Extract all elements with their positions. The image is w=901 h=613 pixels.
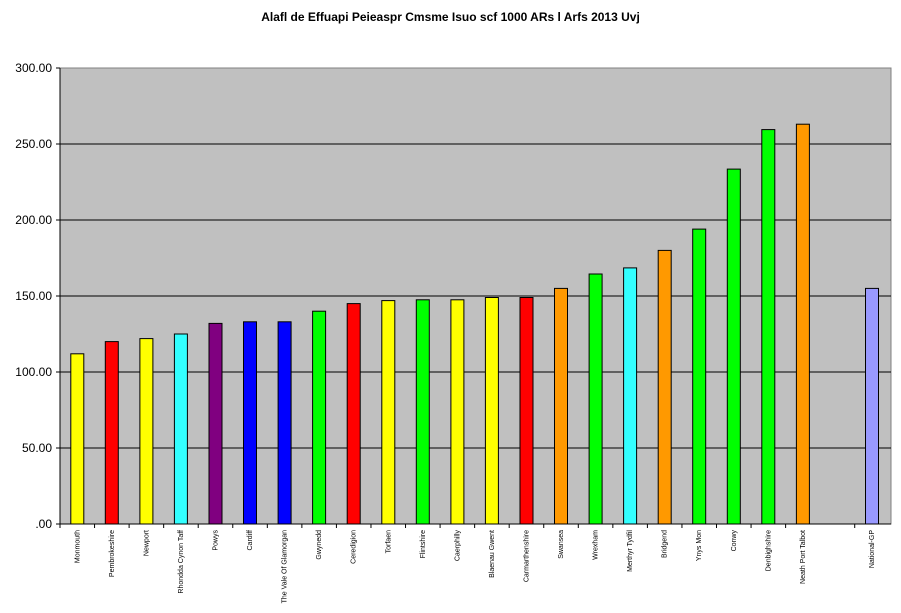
x-tick-label: Neath Port Talbot [800, 530, 807, 584]
bar [104, 341, 119, 525]
bar [346, 303, 361, 525]
bar [726, 168, 741, 525]
bar [173, 333, 188, 525]
y-tick-label: 200.00 [15, 213, 52, 227]
x-tick-label: Ynys Mon [696, 530, 703, 561]
x-tick-label: Conwy [731, 530, 738, 552]
y-tick-label: 50.00 [22, 441, 52, 455]
bar [692, 228, 707, 525]
x-tick-label: Swansea [558, 530, 565, 559]
x-tick-label: Wrexham [593, 530, 600, 560]
bar [277, 321, 292, 525]
x-tick-label: Cardiff [247, 530, 254, 551]
x-tick-label: Carmarthenshire [524, 530, 531, 582]
bar [657, 249, 672, 525]
x-tick-label: Ceredigion [351, 530, 358, 564]
y-tick-label: 300.00 [15, 61, 52, 75]
x-tick-label: Newport [143, 530, 150, 556]
x-tick-label: Flintshire [420, 530, 427, 559]
x-tick-label: Powys [213, 530, 220, 551]
x-tick-label: Monmouth [74, 530, 81, 563]
x-tick-label: Gwynedd [316, 530, 323, 560]
bar [381, 300, 396, 525]
x-tick-label: Rhondda Cynon Taff [178, 530, 185, 594]
bar [415, 299, 430, 525]
bar [588, 273, 603, 525]
bar [865, 287, 879, 525]
x-tick-label: National-GP [869, 530, 876, 568]
y-tick-label: 100.00 [15, 365, 52, 379]
bar [623, 267, 638, 525]
y-tick-label: 250.00 [15, 137, 52, 151]
x-tick-label: Merthyr Tydfil [627, 530, 634, 572]
x-tick-label: Denbighshire [765, 530, 772, 571]
bar [519, 297, 534, 525]
x-tick-label: Bridgend [662, 530, 669, 558]
x-tick-label: Pembrokeshire [109, 530, 116, 577]
bar [139, 338, 154, 525]
chart-title: Alafl de Effuapi Peieaspr Cmsme Isuo scf… [261, 10, 640, 24]
x-tick-label: The Vale Of Glamorgan [282, 530, 289, 604]
bar [312, 310, 327, 525]
y-tick-label: .00 [35, 517, 52, 531]
bar [208, 322, 223, 525]
y-tick-label: 150.00 [15, 289, 52, 303]
bar [450, 299, 465, 525]
bar [70, 353, 85, 525]
x-tick-label: Caerphilly [454, 530, 461, 562]
bar [554, 287, 568, 525]
bar [484, 297, 499, 525]
x-tick-label: Blaenau Gwent [489, 530, 496, 578]
bar [761, 129, 776, 525]
bar [243, 321, 257, 525]
x-tick-label: Torfaen [385, 530, 392, 553]
bar [795, 123, 810, 525]
